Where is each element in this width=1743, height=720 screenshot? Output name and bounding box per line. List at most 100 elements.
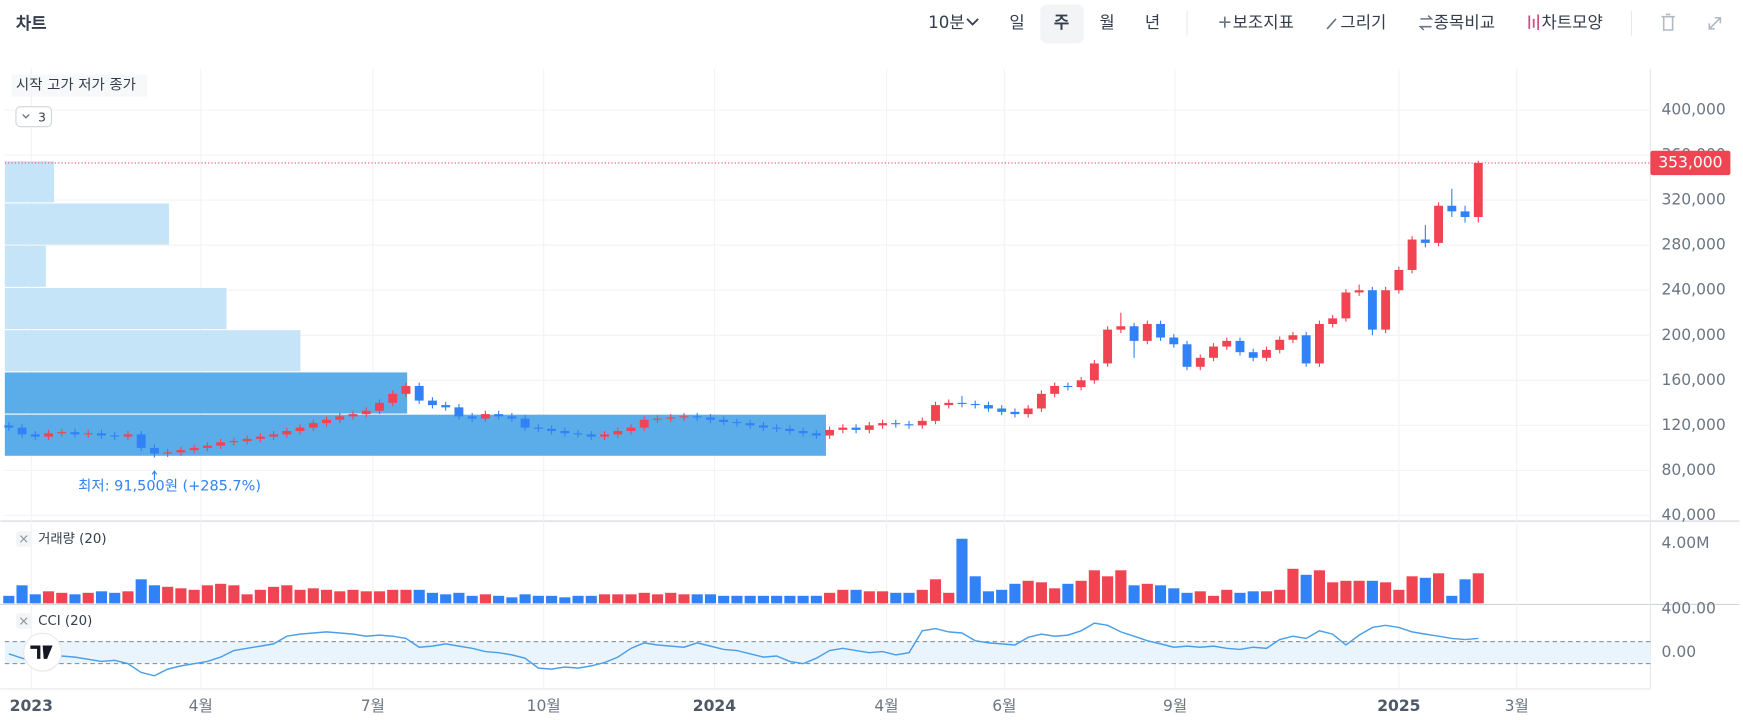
- x-tick-label: 3월: [1505, 697, 1529, 715]
- indicator-toggle[interactable]: [15, 106, 53, 128]
- volume-bar: [691, 594, 703, 604]
- volume-bar: [440, 594, 452, 604]
- interval-label[interactable]: 10분: [928, 13, 965, 32]
- candle-body: [83, 433, 93, 435]
- candle-body: [1341, 292, 1351, 319]
- candle-body: [189, 447, 199, 451]
- volume-bar: [1260, 591, 1273, 604]
- candle-body: [1023, 408, 1033, 415]
- volume-bar: [956, 538, 968, 604]
- volume-bar: [1472, 573, 1484, 604]
- candle-body: [666, 417, 676, 419]
- candle-body: [30, 434, 40, 437]
- candle-body: [427, 400, 437, 406]
- volume-bar: [254, 589, 266, 604]
- candle-body: [1460, 211, 1470, 218]
- volume-bar: [532, 595, 544, 604]
- x-tick-label: 2023: [10, 697, 53, 715]
- candle-body: [639, 419, 649, 428]
- candle-body: [851, 427, 861, 430]
- fullscreen-button[interactable]: [1708, 17, 1722, 30]
- volume-bar: [1062, 583, 1074, 604]
- volume-bar: [651, 594, 664, 604]
- delete-button[interactable]: [1661, 13, 1675, 31]
- toolbar-button[interactable]: 보조지표: [1233, 13, 1294, 32]
- volume-profile-bar: [4, 330, 301, 372]
- volume-bar: [1274, 589, 1286, 604]
- logo-mark: [30, 645, 53, 659]
- volume-bar: [466, 595, 478, 604]
- volume-bar: [148, 585, 160, 604]
- candle-body: [772, 427, 782, 429]
- volume-bar: [1247, 591, 1259, 604]
- volume-bar: [241, 594, 253, 604]
- volume-bar: [294, 589, 306, 604]
- volume-bar: [757, 595, 769, 604]
- candle-body: [70, 432, 80, 435]
- candle-body: [547, 428, 557, 432]
- candle-body: [1142, 324, 1152, 341]
- candle-body: [1050, 385, 1060, 394]
- candle-body: [864, 425, 874, 430]
- volume-bar: [996, 589, 1008, 604]
- volume-bar: [1102, 576, 1114, 604]
- y-tick-label: 40,000: [1662, 506, 1716, 524]
- candle-body: [375, 402, 384, 411]
- volume-bar: [665, 592, 677, 604]
- level-band: [4, 641, 1651, 664]
- logo-circle: [23, 632, 63, 672]
- toolbar-button[interactable]: 그리기: [1340, 13, 1386, 32]
- period-button[interactable]: 년: [1145, 13, 1160, 32]
- volume-bar: [1088, 570, 1100, 604]
- candle-body: [613, 431, 623, 435]
- volume-bar: [824, 592, 836, 604]
- volume-bar: [1446, 595, 1458, 604]
- volume-bar: [82, 592, 94, 604]
- volume-bar: [109, 592, 121, 604]
- volume-bar: [1168, 588, 1180, 604]
- volume-bar: [625, 594, 637, 604]
- volume-bar: [982, 591, 995, 604]
- plus-icon: [1219, 16, 1231, 28]
- volume-bar: [122, 591, 134, 604]
- compare-icon: [1418, 15, 1434, 31]
- candle-body: [242, 438, 252, 442]
- toolbar-button[interactable]: 종목비교: [1434, 13, 1495, 32]
- candle-body: [1420, 239, 1430, 243]
- volume-bar: [3, 595, 15, 604]
- volume-bar: [863, 591, 875, 604]
- interval-selector[interactable]: 10분: [928, 13, 979, 32]
- candle-body: [1407, 239, 1417, 270]
- y-tick-label: 160,000: [1662, 371, 1726, 389]
- volume-bar: [638, 592, 650, 604]
- collapsed-indicators[interactable]: 3: [15, 106, 53, 128]
- candle-body: [1354, 290, 1364, 293]
- toolbar-button[interactable]: 차트모양: [1542, 13, 1603, 32]
- candle-body: [825, 429, 835, 436]
- pane-title: 거래량 (20): [38, 531, 106, 547]
- volume-bar: [1380, 582, 1392, 604]
- candle-body: [1328, 318, 1338, 325]
- candle-body: [467, 416, 477, 419]
- candle-body: [1129, 326, 1139, 341]
- volume-bar: [1353, 580, 1365, 604]
- volume-bar: [797, 595, 809, 604]
- candle-body: [1182, 344, 1192, 367]
- volume-bar: [810, 595, 822, 604]
- last-price-tag: [1650, 150, 1731, 176]
- candle-body: [785, 428, 795, 432]
- period-button[interactable]: 일: [1009, 13, 1024, 32]
- y-tick-label: 320,000: [1662, 191, 1726, 209]
- candle-body: [600, 434, 609, 437]
- legend: 시작 고가 저가 종가: [16, 77, 136, 94]
- volume-bar: [334, 591, 346, 604]
- volume-profile-bar: [4, 161, 55, 203]
- candle-body: [811, 433, 821, 436]
- period-button[interactable]: 월: [1099, 13, 1114, 32]
- expand-icon: [1708, 17, 1722, 30]
- volume-bar: [850, 589, 862, 604]
- candle-body: [401, 385, 411, 394]
- candle-body: [1367, 290, 1377, 330]
- period-button[interactable]: 주: [1054, 13, 1069, 32]
- volume-bar: [718, 595, 730, 604]
